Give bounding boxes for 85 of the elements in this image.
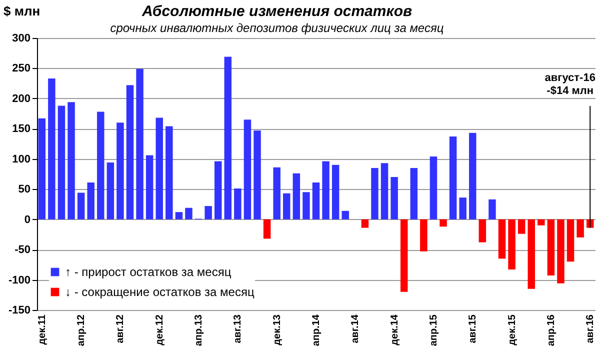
y-tick-label: 200: [12, 92, 30, 105]
chart-subtitle: срочных инвалютных депозитов физических лиц за месяц: [110, 21, 444, 35]
bar: [156, 118, 163, 220]
y-tick-label: -150: [8, 304, 30, 316]
x-tick-label: авг.15: [468, 314, 479, 344]
x-tick-label: апр.13: [194, 314, 205, 346]
bar: [538, 219, 545, 226]
y-tick-label: 300: [12, 32, 30, 44]
x-tick-label: апр.14: [311, 314, 322, 346]
x-tick-label: дек.14: [389, 314, 400, 346]
x-tick-label: апр.12: [76, 314, 88, 346]
bar: [224, 56, 232, 220]
bar: [263, 219, 271, 239]
x-tick-label: авг.16: [585, 314, 596, 344]
bar: [38, 118, 46, 220]
bar: [48, 78, 56, 220]
x-tick-label: дек.13: [272, 314, 283, 346]
bar: [498, 219, 506, 259]
y-tick-label: -100: [8, 274, 30, 286]
bar: [518, 219, 526, 234]
bar: [68, 102, 75, 220]
bar: [361, 219, 369, 228]
chart-title: Абсолютные изменения остатков: [140, 3, 412, 20]
bar: [557, 219, 564, 284]
bar: [566, 219, 574, 262]
x-tick-label: авг.13: [232, 314, 244, 344]
bar: [449, 136, 457, 220]
bar: [292, 173, 300, 220]
bar: [312, 182, 320, 220]
bar: [332, 164, 340, 220]
x-tick-label: дек.12: [154, 314, 166, 346]
bar: [547, 219, 555, 276]
bar: [214, 161, 222, 220]
bar: [87, 182, 94, 220]
bar: [116, 122, 124, 220]
bar: [175, 212, 183, 220]
bar: [136, 68, 144, 220]
bar: [400, 219, 408, 292]
bar: [459, 198, 466, 220]
bar: [283, 193, 290, 220]
legend-label: ↑ - прирост остатков за месяц: [65, 265, 232, 279]
bar: [106, 162, 114, 220]
bar: [380, 163, 388, 220]
bar: [371, 168, 378, 220]
y-tick-label: 250: [12, 62, 30, 75]
bar: [244, 120, 252, 220]
bar: [204, 206, 212, 220]
bar: [410, 168, 418, 220]
bar: [508, 219, 516, 270]
x-tick-label: дек.11: [36, 314, 48, 345]
bar: [77, 192, 85, 220]
y-tick-label: 0: [24, 214, 30, 226]
y-tick-label: 150: [12, 123, 30, 136]
x-tick-label: авг.14: [350, 314, 362, 344]
bar: [126, 85, 134, 220]
legend-label: ↓ - сокращение остатков за месяц: [65, 285, 254, 299]
bar: [234, 188, 242, 220]
bar: [166, 126, 173, 220]
annotation: август-16 -$14 млн: [544, 72, 596, 97]
bar: [430, 156, 438, 220]
bar: [420, 219, 428, 252]
bar: [576, 219, 584, 238]
y-tick-label: 100: [12, 153, 30, 166]
bar: [146, 155, 154, 220]
y-axis-title: $ млн: [4, 4, 40, 18]
bar: [478, 219, 486, 242]
x-tick-label: дек.15: [506, 314, 518, 346]
bar: [322, 161, 330, 220]
bar: [58, 106, 66, 220]
bar: [302, 192, 310, 220]
x-tick-label: авг.12: [115, 314, 126, 344]
bar: [469, 132, 476, 220]
bar: [342, 210, 349, 220]
y-tick-label: -50: [14, 244, 30, 256]
bar: [440, 219, 447, 227]
bar: [254, 130, 261, 220]
bar: [528, 219, 535, 289]
x-tick-label: апр.16: [546, 314, 557, 346]
y-tick-label: 50: [18, 184, 30, 196]
bar: [390, 177, 398, 220]
bar: [97, 112, 104, 220]
bar: [488, 199, 496, 220]
bar: [273, 167, 280, 220]
bar: [185, 208, 192, 220]
x-tick-label: апр.15: [428, 314, 440, 346]
